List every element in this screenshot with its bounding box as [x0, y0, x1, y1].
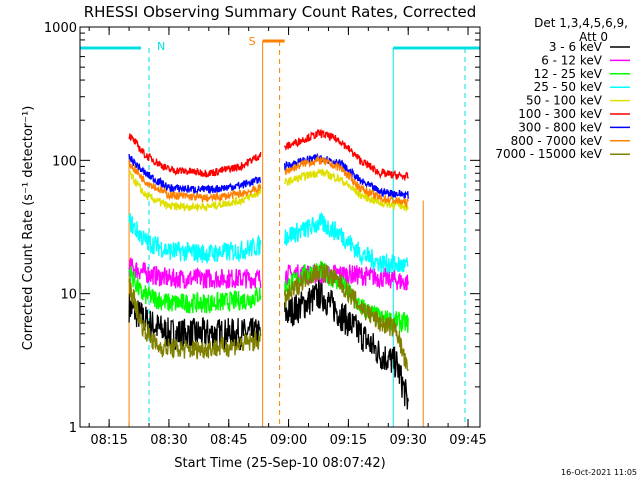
legend-label: 100 - 300 keV	[518, 107, 602, 121]
series-line-2-segment-1	[128, 266, 262, 314]
legend-label: 3 - 6 keV	[549, 40, 603, 54]
saa-annotation-label: S	[249, 35, 256, 48]
legend-header-1: Det 1,3,4,5,6,9,	[534, 16, 628, 30]
x-tick-label: 09:45	[449, 433, 486, 448]
series-line-5-segment-2	[283, 128, 409, 181]
y-tick-label: 1	[69, 421, 77, 436]
plot-frame	[79, 26, 481, 428]
legend-label: 300 - 800 keV	[518, 120, 602, 134]
legend-label: 12 - 25 keV	[534, 67, 603, 81]
chart-title: RHESSI Observing Summary Count Rates, Co…	[84, 3, 477, 21]
x-tick-label: 09:15	[330, 433, 367, 448]
x-tick-label: 08:30	[150, 433, 187, 448]
x-axis-label: Start Time (25-Sep-10 08:07:42)	[174, 456, 385, 471]
y-tick-label: 10	[60, 288, 77, 303]
series-line-8-segment-2	[283, 262, 409, 372]
x-tick-label: 08:45	[210, 433, 247, 448]
legend-label: 800 - 7000 keV	[511, 134, 603, 148]
series-line-6-segment-1	[128, 153, 262, 195]
series-line-7-segment-2	[284, 154, 409, 209]
timestamp: 16-Oct-2021 11:05	[561, 468, 637, 477]
series-line-5-segment-1	[128, 133, 262, 179]
night-annotation-label: N	[157, 40, 165, 53]
y-tick-label: 100	[52, 154, 77, 169]
x-tick-label: 09:00	[270, 433, 307, 448]
series-line-8-segment-1	[128, 278, 262, 360]
series-line-3-segment-1	[128, 213, 262, 264]
x-tick-label: 08:15	[90, 433, 127, 448]
x-tick-label: 09:30	[389, 433, 426, 448]
series-line-3-segment-2	[283, 211, 409, 274]
legend-header-2: Att 0	[579, 30, 608, 44]
series-line-4-segment-1	[128, 170, 262, 213]
series-line-2-segment-2	[283, 260, 409, 333]
legend-label: 6 - 12 keV	[541, 53, 603, 67]
legend-label: 25 - 50 keV	[534, 80, 603, 94]
y-axis-label: Corrected Count Rate (s⁻¹ detector⁻¹)	[21, 106, 36, 351]
y-tick-label: 1000	[44, 21, 77, 36]
series-line-4-segment-2	[284, 167, 409, 213]
legend-label: 7000 - 15000 keV	[495, 147, 602, 161]
series-line-0-segment-2	[283, 278, 409, 410]
series-line-1-segment-1	[128, 257, 262, 290]
legend-label: 50 - 100 keV	[526, 94, 603, 108]
series-line-7-segment-1	[128, 159, 262, 204]
